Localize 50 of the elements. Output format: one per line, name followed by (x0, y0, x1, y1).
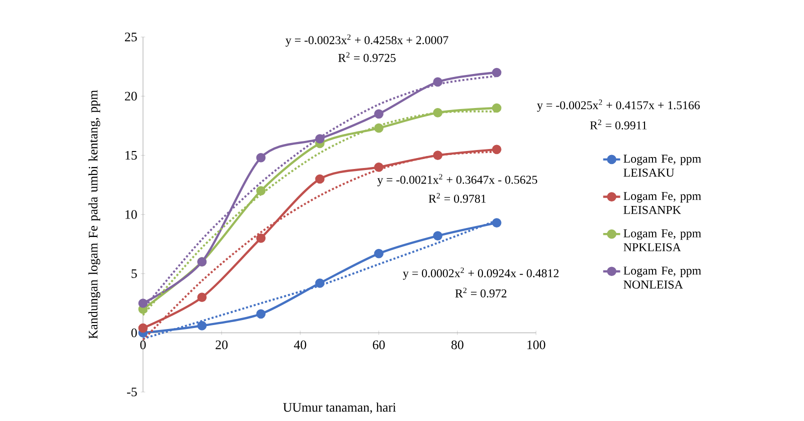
annotation: y = -0.0021x$^{2}$ + 0.3647x - 0.5625 (377, 174, 538, 186)
point (433, 231, 442, 240)
point (315, 134, 325, 144)
point (256, 233, 266, 243)
x-tick-label: 0 (140, 340, 146, 350)
y-axis-title: Kandungan logam Fe pada umbi kentang, ppm (88, 90, 100, 339)
y-tick-label: -5 (127, 388, 137, 396)
legend-label: Logam Fe, ppm LEISAKU (624, 154, 702, 177)
point (256, 186, 266, 196)
y-tick-label: 20 (124, 92, 137, 101)
legend-label: Logam Fe, ppm NONLEISA (624, 266, 702, 289)
point (433, 150, 442, 160)
point (492, 144, 502, 154)
y-tick-label: 10 (126, 210, 137, 219)
annotation: R$^{2}$ = 0.9781 (428, 193, 486, 203)
point (492, 68, 502, 78)
point (197, 292, 207, 302)
point (315, 174, 325, 184)
x-tick-label: 40 (294, 340, 306, 350)
point (138, 323, 148, 333)
point (256, 153, 266, 162)
x-tick-label: 100 (527, 340, 546, 350)
point (374, 109, 384, 119)
x-axis-title: UUmur tanaman, hari (283, 402, 396, 414)
point (374, 123, 384, 133)
point (374, 248, 384, 258)
point (492, 218, 502, 228)
text: y = -0.0025x$^{2}$ + 0.4157x + 1.5166 (537, 100, 700, 112)
point (138, 298, 148, 308)
y-tick-label: 15 (126, 150, 137, 160)
annotation: R$^{2}$ = 0.9725 (338, 52, 396, 62)
x-tick-label: 20 (216, 340, 228, 350)
point (197, 321, 207, 330)
annotation: y = -0.0023x$^{2}$ + 0.4258x + 2.0007 (286, 34, 448, 47)
y-tick-label: 5 (132, 269, 137, 278)
point (256, 309, 266, 319)
point (492, 103, 502, 113)
point (433, 77, 442, 87)
point (433, 108, 442, 118)
y-tick-label: 25 (124, 32, 137, 42)
x-tick-label: 80 (451, 340, 464, 350)
y-tick-label: 0 (131, 328, 137, 338)
legend-label: Logam Fe, ppm LEISANPK (624, 192, 702, 214)
point (315, 278, 325, 288)
x-tick-label: 60 (372, 340, 385, 350)
annotation: y = 0.0002x$^{2}$ + 0.0924x - 0.4812 (402, 268, 559, 280)
point (374, 162, 384, 172)
text: R$^{2}$ = 0.9911 (590, 120, 647, 130)
legend-label: Logam Fe, ppm NPKLEISA (624, 229, 702, 252)
annotation: R$^{2}$ = 0.972 (455, 288, 506, 298)
